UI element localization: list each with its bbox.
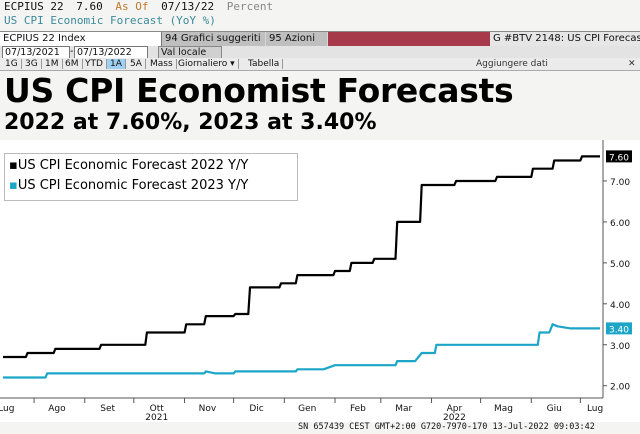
y-tick-label: 4.00 [610, 301, 630, 311]
range-button-row: 1G 3G 1M 6M YTD 1A 5A Mass Giornaliero ▾ Tabella … [0, 58, 640, 71]
y-tick-label: 2.00 [610, 383, 630, 393]
y-tick-label: 5.00 [610, 260, 630, 270]
top-quote-line: ECPIUS 22 7.60 As Of 07/13/22 Percent [4, 0, 279, 14]
x-tick-label: Mar [395, 404, 412, 414]
x-tick-label: Lug [0, 404, 14, 414]
x-tick-label: Gen [298, 404, 316, 414]
y-tick-label: 7.00 [610, 178, 630, 188]
legend-entry-2022: ▪US CPI Economic Forecast 2022 Y/Y [9, 158, 248, 173]
legend-marker-2023: ▪ [9, 178, 18, 193]
legend-label-2022: US CPI Economic Forecast 2022 Y/Y [17, 158, 249, 173]
as-of-date: 07/13/22 [161, 0, 215, 13]
range-button-3g[interactable]: 3G [22, 59, 42, 69]
x-tick-label: Dic [249, 404, 263, 414]
legend-marker-2022: ▪ [9, 158, 18, 173]
date-range-row: 07/13/2021 - 07/13/2022 Val locale [0, 46, 640, 60]
ticker-code: ECPIUS 22 [4, 0, 64, 13]
footer-status: SN 657439 CEST GMT+2:00 G720-7970-170 13… [298, 422, 595, 432]
x-tick-label: Giu [547, 404, 562, 414]
suggested-charts-button[interactable]: 94 Grafici suggeriti [162, 32, 265, 46]
ticker-value: 7.60 [76, 0, 103, 13]
y-tick-label: 6.00 [610, 219, 630, 229]
range-button-tabella[interactable]: Tabella [245, 59, 284, 69]
unit-label: Percent [226, 0, 274, 13]
series-line-2023 [3, 323, 600, 379]
y-tick-label: 3.00 [610, 342, 630, 352]
range-button-ytd[interactable]: YTD [82, 59, 107, 69]
security-description: US CPI Economic Forecast (YoY %) [4, 14, 216, 27]
range-button-1g[interactable]: 1G [2, 59, 22, 69]
page-subtitle: 2022 at 7.60%, 2023 at 3.40% [4, 110, 377, 135]
x-tick-label: Apr [447, 404, 463, 414]
last-value-badge-bg [606, 322, 632, 335]
legend-label-2023: US CPI Economic Forecast 2023 Y/Y [17, 178, 249, 193]
range-button-mass[interactable]: Mass [147, 59, 177, 69]
x-year-label: 2021 [145, 413, 168, 422]
last-value-label: 7.60 [609, 153, 629, 163]
x-tick-label: Feb [350, 404, 366, 414]
last-value-badge-2022: 7.60 [606, 150, 632, 163]
last-value-badge-bg [606, 150, 632, 163]
x-tick-label: Set [100, 404, 115, 414]
last-value-label: 3.40 [609, 325, 629, 335]
toolbar: ECPIUS 22 Index 94 Grafici suggeriti 95 … [0, 31, 640, 47]
toolbar-spacer [328, 32, 491, 46]
x-tick-label: Mag [494, 404, 513, 414]
date-separator: - [70, 46, 74, 57]
x-tick-label: Nov [199, 404, 217, 414]
x-tick-label: Lug [587, 404, 603, 414]
x-year-label: 2022 [443, 413, 466, 422]
x-tick-label: Ago [48, 404, 66, 414]
series-line-2022 [3, 155, 600, 359]
range-button-giornaliero[interactable]: Giornaliero ▾ [175, 59, 239, 69]
chart-legend: ▪US CPI Economic Forecast 2022 Y/Y ▪US C… [4, 153, 298, 201]
range-button-5a[interactable]: 5A [127, 59, 146, 69]
x-tick-label: Ott [150, 404, 165, 414]
add-data-button[interactable]: Aggiungere dati [476, 59, 548, 69]
legend-entry-2023: ▪US CPI Economic Forecast 2023 Y/Y [9, 178, 248, 193]
range-button-6m[interactable]: 6M [62, 59, 83, 69]
last-value-badge-2023: 3.40 [606, 322, 632, 335]
actions-button[interactable]: 95 Azioni [266, 32, 327, 46]
close-icon[interactable]: ✕ [628, 59, 636, 69]
page-title: US CPI Economist Forecasts [4, 71, 514, 110]
range-button-1m[interactable]: 1M [42, 59, 63, 69]
range-button-1a[interactable]: 1A [107, 59, 126, 69]
as-of-label: As Of [115, 0, 149, 13]
chart-name-field[interactable]: G #BTV 2148: US CPI Forecast [490, 32, 640, 46]
ticker-input[interactable]: ECPIUS 22 Index [0, 32, 162, 46]
